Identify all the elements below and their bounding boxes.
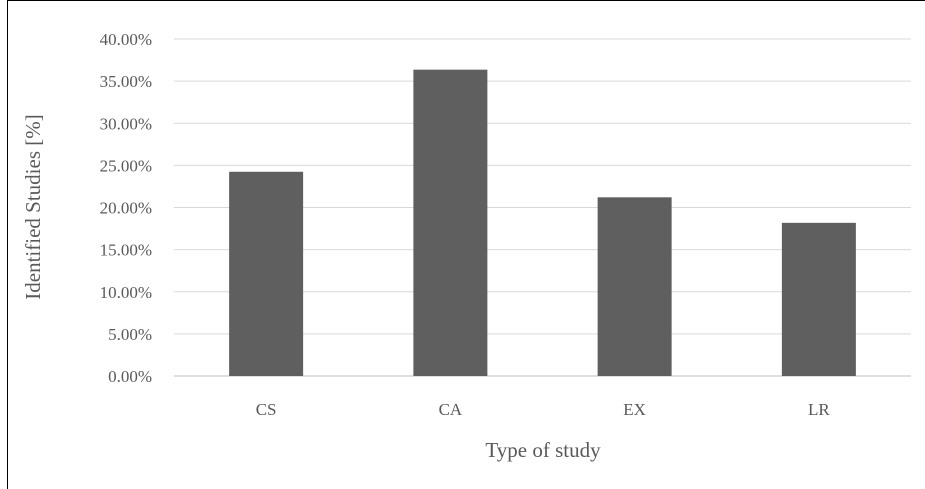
x-tick-label: CA	[439, 400, 463, 419]
y-axis-title: Identified Studies [%]	[21, 114, 45, 299]
y-tick-label: 30.00%	[100, 114, 152, 133]
y-tick-label: 5.00%	[108, 325, 152, 344]
x-axis-title: Type of study	[485, 438, 601, 462]
x-tick-label: CS	[256, 400, 277, 419]
y-tick-labels: 0.00% 5.00% 10.00% 15.00% 20.00% 25.00% 30.00%…	[100, 30, 152, 386]
y-tick-label: 15.00%	[100, 241, 152, 260]
x-tick-label: LR	[808, 400, 830, 419]
bar-ex	[597, 197, 672, 376]
x-tick-label: EX	[623, 400, 646, 419]
bars	[229, 69, 856, 377]
y-tick-label: 0.00%	[108, 367, 152, 386]
y-tick-label: 10.00%	[100, 283, 152, 302]
y-tick-label: 20.00%	[100, 199, 152, 218]
y-tick-label: 35.00%	[100, 72, 152, 91]
x-tick-labels: CS CA EX LR	[256, 400, 831, 419]
bar-cs	[229, 171, 304, 376]
y-tick-label: 25.00%	[100, 156, 152, 175]
y-tick-label: 40.00%	[100, 30, 152, 49]
bar-lr	[781, 222, 856, 376]
bar-ca	[413, 69, 488, 377]
